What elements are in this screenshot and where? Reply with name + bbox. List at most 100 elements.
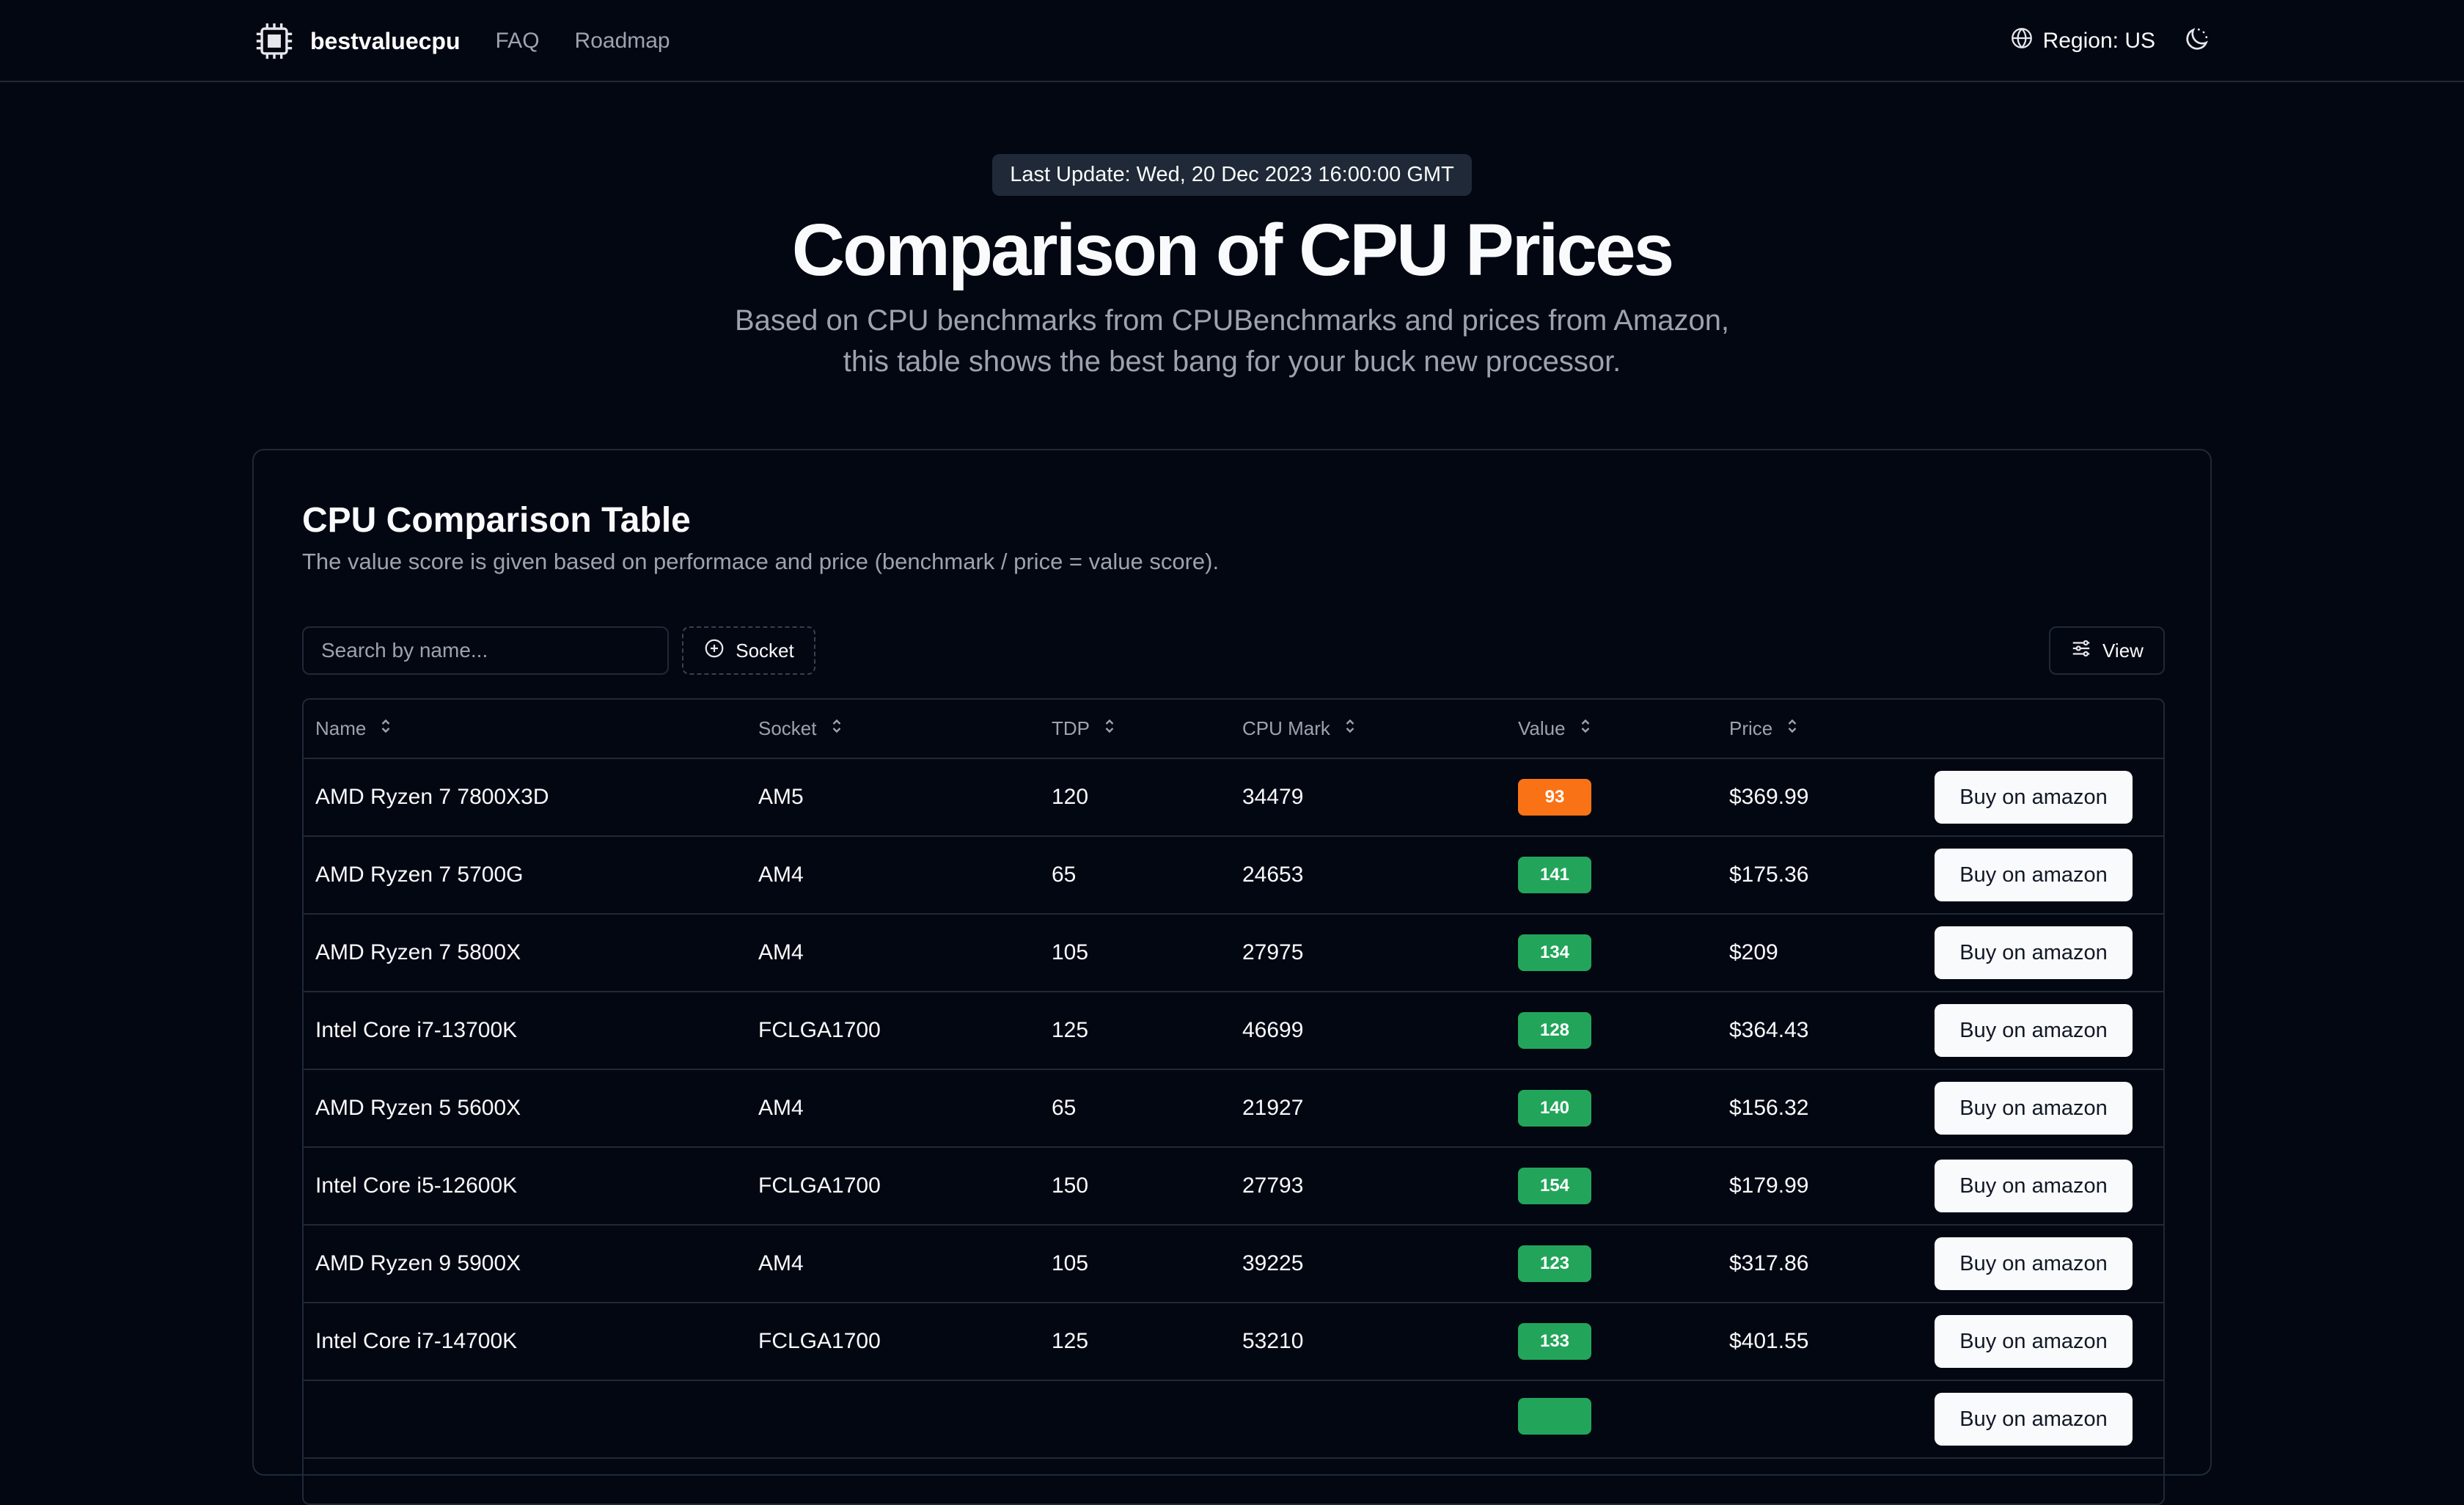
view-options-button[interactable]: View [2049,626,2165,675]
value-score-badge: 133 [1518,1323,1591,1360]
column-header-socket[interactable]: Socket [747,700,1040,758]
buy-on-amazon-button[interactable]: Buy on amazon [1935,1004,2133,1057]
sort-chevrons-icon [1103,717,1116,740]
table-row: Buy on amazon [304,1380,2163,1458]
search-input[interactable] [302,626,669,675]
cell-price: $209 [1729,940,1778,964]
cell-tdp: 125 [1052,1329,1089,1353]
cell-cpu-mark: 39225 [1242,1251,1304,1275]
sort-chevrons-icon [1786,717,1799,740]
table-body: AMD Ryzen 7 7800X3D AM5 120 34479 93 $36… [304,758,2163,1458]
cell-action: Buy on amazon [1923,836,2163,914]
region-label: Region: US [2042,29,2155,53]
value-score-badge: 141 [1518,857,1591,893]
cell-name: AMD Ryzen 5 5600X [315,1096,521,1120]
column-label: Price [1729,717,1773,739]
cell-cpu-mark: 53210 [1242,1329,1304,1353]
column-header-tdp[interactable]: TDP [1040,700,1231,758]
sort-chevrons-icon [830,717,843,740]
cell-name: Intel Core i7-13700K [315,1018,518,1042]
table-row: Intel Core i7-14700K FCLGA1700 125 53210… [304,1303,2163,1380]
region-selector[interactable]: Region: US [2009,26,2155,56]
buy-on-amazon-button[interactable]: Buy on amazon [1935,926,2133,979]
comparison-card: CPU Comparison Table The value score is … [252,449,2212,1505]
cell-socket: AM4 [758,940,804,964]
column-label: Socket [758,717,817,739]
column-header-cpu-mark[interactable]: CPU Mark [1231,700,1506,758]
buy-on-amazon-button[interactable]: Buy on amazon [1935,849,2133,901]
column-label: CPU Mark [1242,717,1330,739]
cell-action: Buy on amazon [1923,758,2163,836]
cell-cpu-mark: 24653 [1242,863,1304,887]
cell-value: 133 [1506,1303,1717,1380]
cell-price: $179.99 [1729,1173,1809,1198]
page-title: Comparison of CPU Prices [791,209,1675,291]
cell-price [1717,1380,1923,1458]
nav-faq-link[interactable]: FAQ [495,29,540,53]
cell-name: AMD Ryzen 7 7800X3D [315,785,549,809]
column-label: Value [1518,717,1566,739]
cell-action: Buy on amazon [1923,1380,2163,1458]
buy-on-amazon-button[interactable]: Buy on amazon [1935,1082,2133,1135]
buy-on-amazon-button[interactable]: Buy on amazon [1935,1315,2133,1368]
cell-price: $175.36 [1729,863,1809,887]
cell-cpu-mark: 27793 [1242,1173,1304,1198]
table-header-row: Name Socket TDP CPU Mark Value Price [304,700,2163,758]
cell-socket: FCLGA1700 [758,1329,881,1353]
buy-on-amazon-button[interactable]: Buy on amazon [1935,771,2133,824]
table-row: AMD Ryzen 7 5800X AM4 105 27975 134 $209… [304,914,2163,992]
cpu-chip-icon [253,20,296,62]
cell-name [304,1380,747,1458]
cell-tdp: 125 [1052,1018,1089,1042]
moon-sun-icon [2182,25,2211,58]
table-row: Intel Core i5-12600K FCLGA1700 150 27793… [304,1147,2163,1225]
table-row: AMD Ryzen 7 5700G AM4 65 24653 141 $175.… [304,836,2163,914]
socket-filter-button[interactable]: Socket [682,626,815,675]
brand-name: bestvaluecpu [310,27,461,54]
cell-cpu-mark: 34479 [1242,785,1304,809]
cell-price: $317.86 [1729,1251,1809,1275]
cell-name: Intel Core i5-12600K [315,1173,518,1198]
cell-tdp: 65 [1052,863,1077,887]
column-label: Name [315,717,367,739]
view-options-label: View [2102,639,2144,662]
cell-value: 128 [1506,992,1717,1069]
cell-name: AMD Ryzen 9 5900X [315,1251,521,1275]
cell-tdp: 120 [1052,785,1089,809]
cell-tdp: 65 [1052,1096,1077,1120]
cell-value: 93 [1506,758,1717,836]
buy-on-amazon-button[interactable]: Buy on amazon [1935,1160,2133,1212]
brand-link[interactable]: bestvaluecpu [253,20,461,62]
nav-roadmap-link[interactable]: Roadmap [574,29,670,53]
column-header-action [1923,700,2163,758]
top-navigation-bar: bestvaluecpu FAQ Roadmap Region: US [0,0,2464,82]
cell-value [1506,1380,1717,1458]
cell-value: 140 [1506,1069,1717,1147]
column-header-price[interactable]: Price [1717,700,1923,758]
table-row: AMD Ryzen 5 5600X AM4 65 21927 140 $156.… [304,1069,2163,1147]
column-header-value[interactable]: Value [1506,700,1717,758]
value-score-badge: 128 [1518,1012,1591,1049]
buy-on-amazon-button[interactable]: Buy on amazon [1935,1393,2133,1446]
cell-action: Buy on amazon [1923,914,2163,992]
value-score-badge: 154 [1518,1168,1591,1204]
globe-icon [2009,26,2034,56]
socket-filter-label: Socket [736,639,794,662]
table-toolbar: Socket View [302,626,2165,675]
cell-tdp: 105 [1052,1251,1089,1275]
cell-socket: AM4 [758,1096,804,1120]
cell-value: 154 [1506,1147,1717,1225]
theme-toggle-button[interactable] [2182,25,2211,58]
cell-socket: FCLGA1700 [758,1018,881,1042]
cell-socket: FCLGA1700 [758,1173,881,1198]
page-subtitle: Based on CPU benchmarks from CPUBenchmar… [734,304,1730,378]
column-header-name[interactable]: Name [304,700,747,758]
table-row: AMD Ryzen 9 5900X AM4 105 39225 123 $317… [304,1225,2163,1303]
buy-on-amazon-button[interactable]: Buy on amazon [1935,1237,2133,1290]
column-label: TDP [1052,717,1090,739]
table-header: Name Socket TDP CPU Mark Value Price [304,700,2163,758]
cell-name: AMD Ryzen 7 5700G [315,863,524,887]
cell-cpu-mark: 21927 [1242,1096,1304,1120]
card-description: The value score is given based on perfor… [302,549,1220,574]
value-score-badge: 140 [1518,1090,1591,1127]
